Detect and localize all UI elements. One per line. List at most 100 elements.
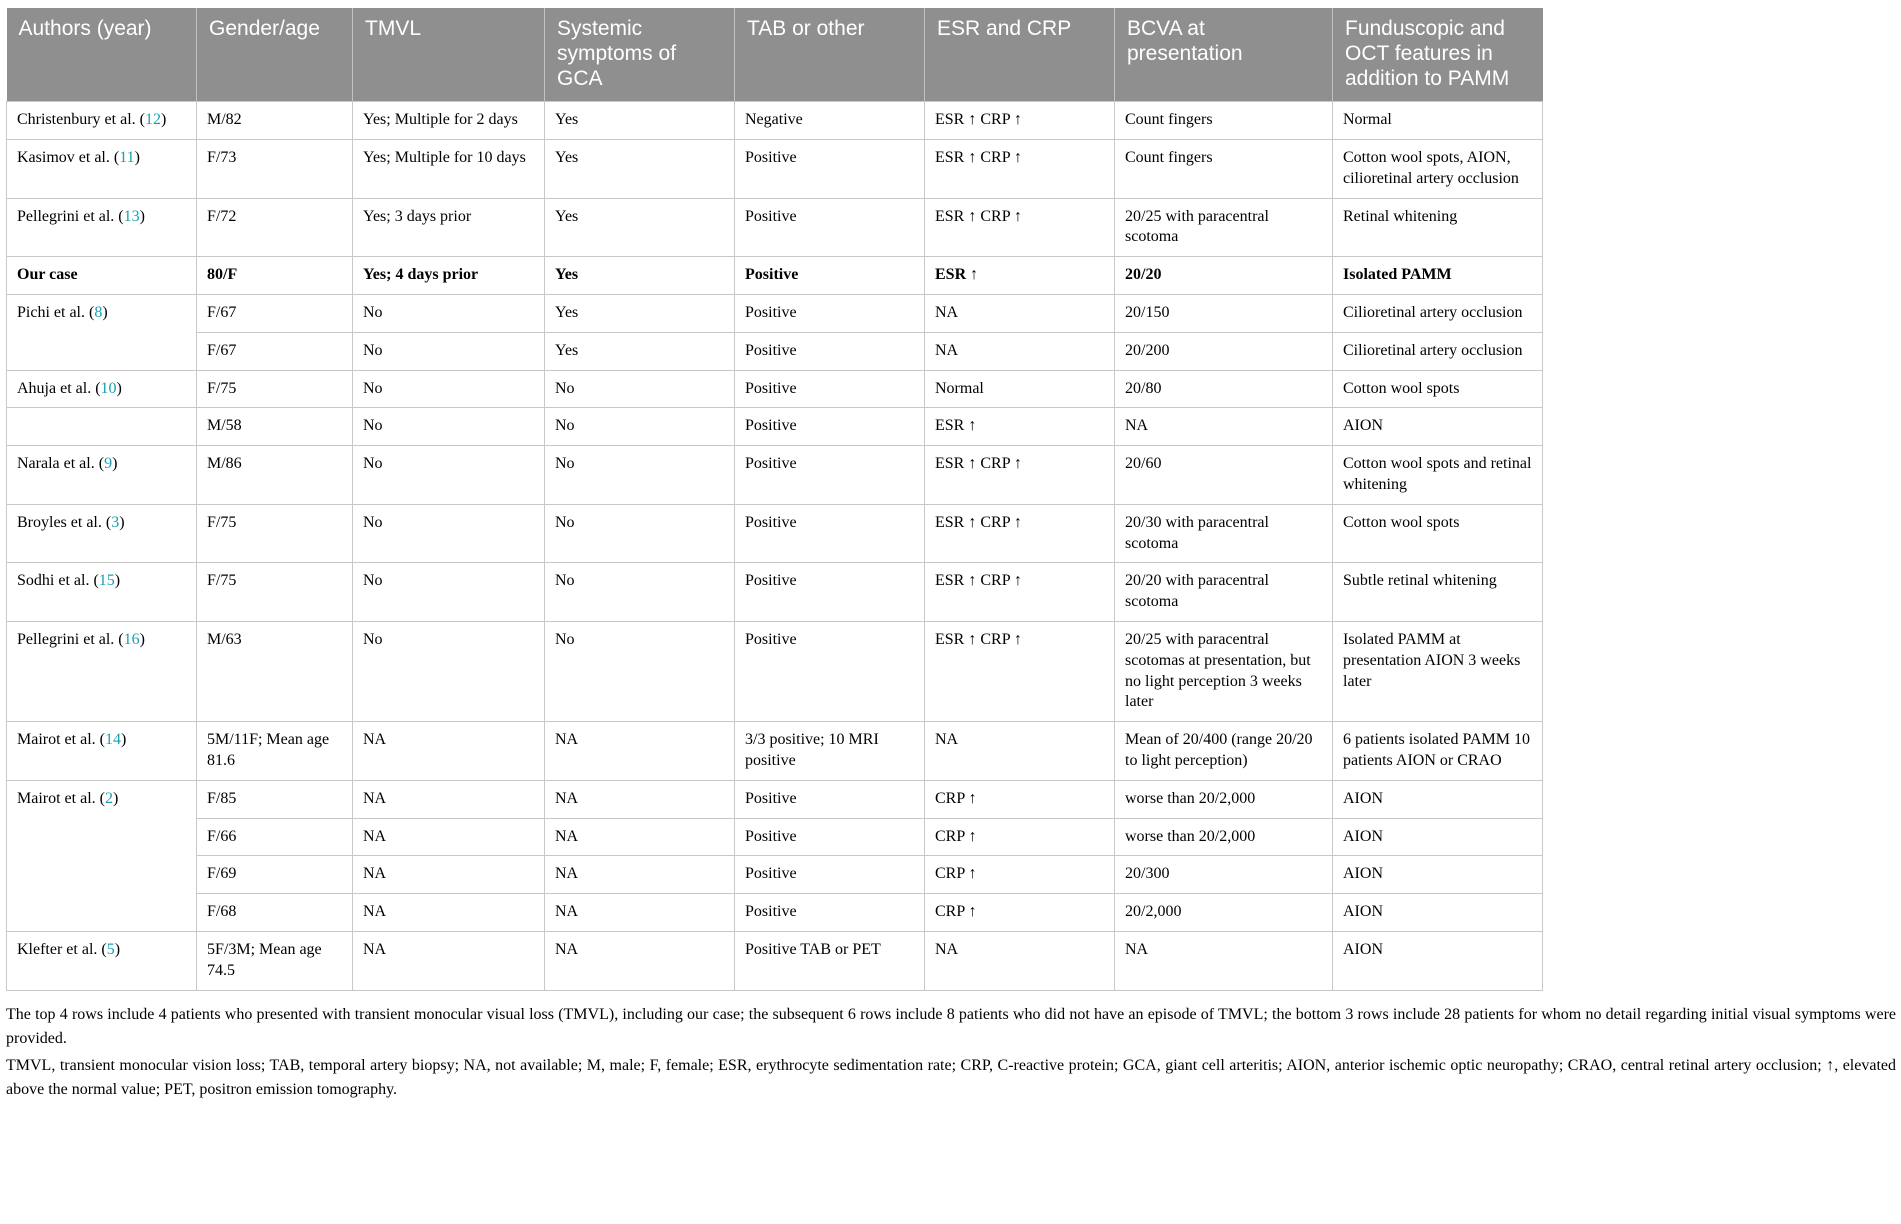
cell-tmvl: NA — [352, 893, 545, 933]
table-row: Pichi et al. (8) F/67 No Yes Positive NA 20/15… — [6, 294, 1543, 371]
cell-authors: Mairot et al. (14) — [6, 721, 197, 781]
cell-gender-age: 5M/11F; Mean age 81.6 — [196, 721, 353, 781]
cell-bcva: 20/150 — [1114, 294, 1333, 333]
citation-link[interactable]: 13 — [123, 207, 140, 225]
table-row: Mairot et al. (14) 5M/11F; Mean age 81.6 N… — [6, 721, 1543, 781]
cell-funduscopic-oct: Subtle retinal whitening — [1332, 562, 1543, 623]
cell-gender-age: F/69 — [196, 855, 353, 895]
citation-link[interactable]: 14 — [104, 731, 121, 749]
cell-gender-age: F/66 — [196, 817, 353, 857]
table-row: Our case 80/F Yes; 4 days prior Yes Positive… — [6, 256, 1543, 296]
document-page: Authors (year) Gender/age TMVL Systemic sym… — [6, 8, 1896, 1102]
cell-esr-crp: ESR ↑ CRP ↑ — [924, 503, 1115, 564]
table-row: M/58 No No Positive ESR ↑ NA AION — [6, 407, 1543, 447]
cell-tmvl: No — [352, 331, 545, 371]
cell-gender-age: F/68 — [196, 893, 353, 933]
cell-bcva: 20/25 with paracentral scotomas at prese… — [1114, 621, 1333, 723]
citation-link[interactable]: 8 — [94, 304, 103, 322]
cell-funduscopic-oct: Cilioretinal artery occlusion — [1332, 331, 1543, 371]
cell-bcva: 20/20 with paracentral scotoma — [1114, 562, 1333, 623]
header-row: Authors (year) Gender/age TMVL Systemic sym… — [6, 8, 1543, 102]
cell-bcva: NA — [1114, 931, 1333, 991]
cell-gender-age: 5F/3M; Mean age 74.5 — [196, 931, 353, 991]
cell-tmvl: NA — [352, 721, 545, 781]
citation-link[interactable]: 5 — [106, 941, 115, 959]
cell-tab: Positive — [734, 503, 925, 564]
citation-link[interactable]: 10 — [100, 379, 117, 397]
cell-funduscopic-oct: Retinal whitening — [1332, 197, 1543, 258]
cell-tmvl: Yes; 3 days prior — [352, 197, 545, 258]
citation-link[interactable]: 3 — [111, 513, 120, 531]
cell-tmvl: No — [352, 445, 545, 505]
table-row: Klefter et al. (5) 5F/3M; Mean age 74.5 NA… — [6, 931, 1543, 991]
cell-funduscopic-oct: Isolated PAMM at presentation AION 3 wee… — [1332, 621, 1543, 723]
cell-tab: Positive — [734, 855, 925, 895]
table-row: Pellegrini et al. (16) M/63 No No Positive ES… — [6, 621, 1543, 723]
cell-gender-age: F/75 — [196, 503, 353, 564]
cell-esr-crp: ESR ↑ CRP ↑ — [924, 621, 1115, 723]
cell-systemic-gca: No — [544, 562, 735, 623]
cell-funduscopic-oct: AION — [1332, 931, 1543, 991]
cell-tmvl: No — [352, 621, 545, 723]
cell-esr-crp: CRP ↑ — [924, 779, 1115, 819]
cell-tab: Positive — [734, 779, 925, 819]
citation-link[interactable]: 2 — [104, 789, 113, 807]
column-header-tab: TAB or other — [734, 8, 925, 102]
cell-bcva: 20/25 with paracentral scotoma — [1114, 197, 1333, 258]
cell-tab: Positive — [734, 331, 925, 371]
cell-funduscopic-oct: AION — [1332, 893, 1543, 933]
cell-tmvl: No — [352, 369, 545, 409]
cell-funduscopic-oct: AION — [1332, 779, 1543, 819]
cell-esr-crp: ESR ↑ CRP ↑ — [924, 197, 1115, 258]
cell-systemic-gca: Yes — [544, 139, 735, 199]
cell-authors: Mairot et al. (2) — [6, 779, 197, 933]
cell-esr-crp: NA — [924, 294, 1115, 333]
cell-systemic-gca: NA — [544, 931, 735, 991]
cell-esr-crp: CRP ↑ — [924, 893, 1115, 933]
cell-authors: Pellegrini et al. (16) — [6, 621, 197, 723]
citation-link[interactable]: 11 — [119, 149, 135, 167]
cell-tab: Positive — [734, 445, 925, 505]
citation-link[interactable]: 12 — [144, 111, 161, 129]
table-row: Pellegrini et al. (13) F/72 Yes; 3 days pr… — [6, 197, 1543, 258]
citation-link[interactable]: 15 — [98, 572, 115, 590]
table-row: Mairot et al. (2) F/85 NA NA Positive CRP ↑ wo… — [6, 779, 1543, 933]
cell-esr-crp: NA — [924, 931, 1115, 991]
column-header-esr-crp: ESR and CRP — [924, 8, 1115, 102]
cell-bcva: 20/60 — [1114, 445, 1333, 505]
cell-bcva: worse than 20/2,000 — [1114, 779, 1333, 819]
cell-systemic-gca: No — [544, 369, 735, 409]
cell-bcva: NA — [1114, 407, 1333, 447]
cell-bcva: 20/20 — [1114, 256, 1333, 296]
cell-esr-crp: Normal — [924, 369, 1115, 409]
cell-systemic-gca: Yes — [544, 256, 735, 296]
cell-tmvl: No — [352, 294, 545, 333]
cell-systemic-gca: Yes — [544, 101, 735, 141]
cell-funduscopic-oct: Cilioretinal artery occlusion — [1332, 294, 1543, 333]
cell-tab: Positive — [734, 893, 925, 933]
cell-funduscopic-oct: Cotton wool spots, AION, cilioretinal ar… — [1332, 139, 1543, 199]
cell-authors: Klefter et al. (5) — [6, 931, 197, 991]
citation-link[interactable]: 9 — [104, 455, 113, 473]
cell-bcva: 20/30 with paracentral scotoma — [1114, 503, 1333, 564]
table-row: F/69 NA NA Positive CRP ↑ 20/300 AION — [7, 855, 1543, 895]
cell-bcva: Count fingers — [1114, 139, 1333, 199]
table-row: Kasimov et al. (11) F/73 Yes; Multiple for… — [6, 139, 1543, 199]
table-footnotes: The top 4 rows include 4 patients who pr… — [6, 1003, 1896, 1102]
cell-authors: Pellegrini et al. (13) — [6, 197, 197, 258]
cell-esr-crp: CRP ↑ — [924, 855, 1115, 895]
cell-gender-age: M/63 — [196, 621, 353, 723]
cell-esr-crp: CRP ↑ — [924, 817, 1115, 857]
cell-gender-age: M/86 — [196, 445, 353, 505]
table-row: Sodhi et al. (15) F/75 No No Positive ESR ↑ C… — [6, 562, 1543, 623]
cell-funduscopic-oct: AION — [1332, 407, 1543, 447]
cell-funduscopic-oct: Isolated PAMM — [1332, 256, 1543, 296]
table-body: Christenbury et al. (12) M/82 Yes; Multipl… — [6, 101, 1543, 991]
cell-authors: Narala et al. (9) — [6, 445, 197, 505]
cell-funduscopic-oct: Cotton wool spots and retinal whitening — [1332, 445, 1543, 505]
cell-tmvl: No — [352, 562, 545, 623]
table-row: Broyles et al. (3) F/75 No No Positive ESR ↑ … — [6, 503, 1543, 564]
cell-tmvl: NA — [352, 931, 545, 991]
cell-tab: Positive — [734, 817, 925, 857]
citation-link[interactable]: 16 — [123, 631, 140, 649]
